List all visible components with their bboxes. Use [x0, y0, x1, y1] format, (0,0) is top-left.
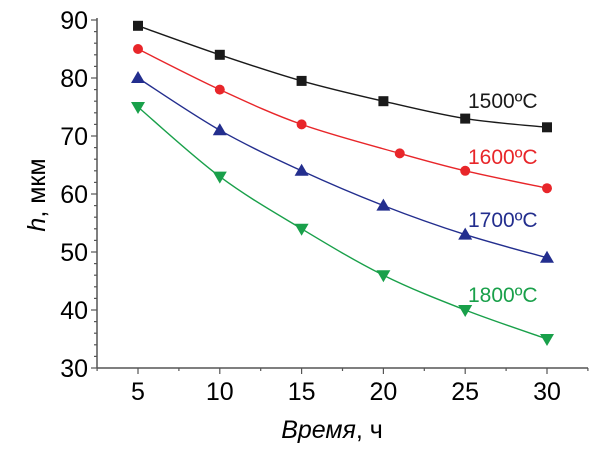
data-point-circle — [214, 84, 225, 95]
data-point-triangle-down — [294, 223, 309, 236]
x-tick-label: 25 — [451, 378, 479, 406]
y-axis-title: h, мкм — [23, 158, 51, 231]
labels-layer: 1500ºC 1600ºC 1700ºC 1800ºC — [468, 90, 538, 307]
series-label: 1500ºC — [468, 90, 538, 113]
data-point-square — [542, 122, 552, 133]
data-point-circle — [460, 165, 471, 176]
x-tick-label: 5 — [131, 378, 145, 406]
data-point-triangle-down — [131, 102, 145, 114]
series-label: 1800ºC — [468, 284, 538, 307]
y-tick-label: 80 — [60, 65, 88, 93]
series-line — [137, 106, 548, 340]
data-point-square — [214, 49, 225, 60]
series-layer — [131, 20, 554, 346]
data-point-square — [296, 75, 307, 86]
data-point-triangle-up — [212, 123, 227, 136]
series-1800 — [131, 102, 554, 346]
data-point-triangle-up — [458, 227, 473, 240]
data-point-triangle-down — [458, 305, 473, 317]
y-axis-title-unit: , мкм — [23, 158, 51, 217]
data-point-triangle-down — [540, 334, 554, 346]
series-1500 — [133, 20, 552, 133]
data-point-square — [378, 96, 389, 107]
data-point-triangle-up — [294, 163, 309, 176]
y-tick-label: 60 — [60, 181, 88, 209]
data-point-circle — [542, 183, 552, 194]
data-point-triangle-down — [212, 171, 227, 184]
data-point-square — [460, 113, 471, 124]
y-tick-label: 70 — [60, 123, 88, 151]
x-axis-title: Время, ч — [281, 416, 383, 444]
series-1600 — [133, 44, 552, 194]
data-point-triangle-up — [376, 198, 391, 211]
y-tick-label: 40 — [60, 297, 88, 325]
x-axis-title-italic: Время — [281, 416, 356, 444]
series-line — [137, 48, 548, 189]
axes: 30 40 50 60 70 80 90 5 10 15 20 25 30 — [60, 7, 589, 406]
series-label: 1700ºC — [468, 209, 538, 232]
data-point-square — [133, 20, 143, 31]
data-point-triangle-up — [540, 250, 554, 263]
series-line — [137, 77, 548, 259]
data-point-circle — [133, 44, 143, 54]
y-axis-title-italic: h — [23, 218, 51, 232]
x-tick-label: 30 — [533, 378, 561, 406]
series-label: 1600ºC — [468, 146, 538, 169]
x-axis-title-unit: , ч — [356, 416, 383, 444]
y-tick-label: 50 — [60, 239, 88, 267]
data-point-triangle-up — [131, 71, 145, 83]
x-tick-label: 20 — [369, 378, 397, 406]
data-point-triangle-down — [376, 270, 391, 283]
y-tick-label: 90 — [60, 7, 88, 35]
data-point-circle — [296, 119, 307, 130]
x-tick-label: 10 — [206, 378, 234, 406]
series-1700 — [131, 71, 554, 263]
x-tick-label: 15 — [288, 378, 316, 406]
data-point-circle — [394, 148, 405, 159]
series-line — [137, 25, 548, 128]
y-tick-label: 30 — [60, 355, 88, 383]
